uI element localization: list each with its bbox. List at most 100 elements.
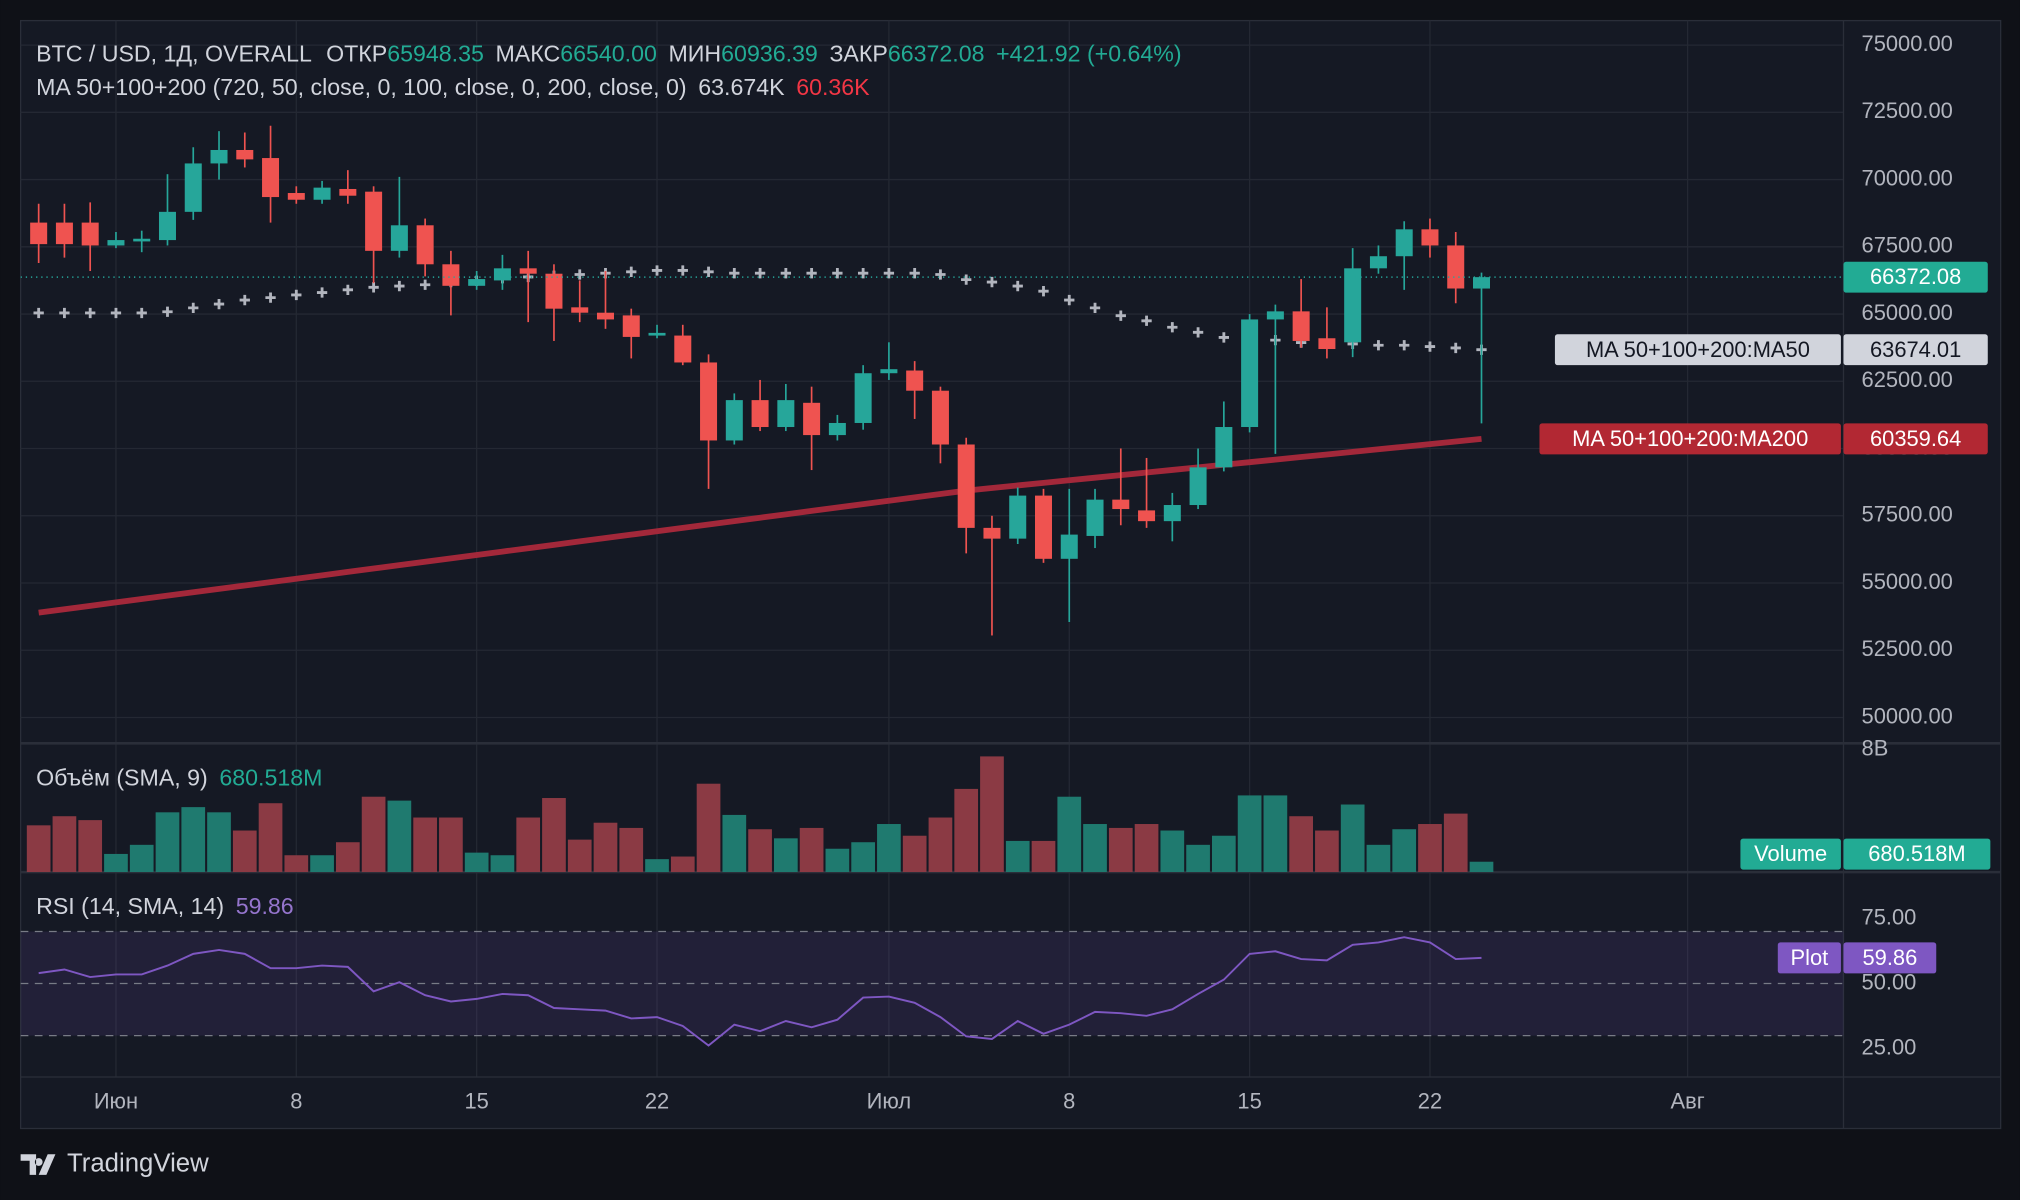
badge-value-box <box>1843 334 1988 366</box>
volume-bar <box>773 838 798 873</box>
volume-bar <box>361 796 386 873</box>
badge-label: Plot <box>1790 945 1828 970</box>
y-tick-label: 8B <box>1862 736 1889 761</box>
candle-body <box>596 312 614 320</box>
candle-body <box>931 390 949 445</box>
volume-bar <box>1315 830 1339 873</box>
candle-body <box>339 188 357 196</box>
candle-body <box>262 158 280 198</box>
indicator-title: MA 50+100+200 (720, 50, close, 0, 100, c… <box>36 74 687 100</box>
y-tick-label: 75.00 <box>1862 904 1917 929</box>
candle-body <box>1421 229 1439 246</box>
candle-body <box>1472 277 1490 289</box>
candle-body <box>545 273 563 309</box>
volume-bar <box>1108 827 1133 873</box>
volume-bar <box>670 856 695 873</box>
ohlc-value: 66372.08 <box>888 41 985 67</box>
candle-body <box>1395 229 1413 257</box>
volume-bar <box>104 853 128 873</box>
volume-bar <box>799 827 824 873</box>
ma-marker <box>1399 340 1410 351</box>
volume-bar <box>1186 844 1210 873</box>
symbol-title: BTC / USD, 1Д, OVERALL <box>36 41 312 67</box>
volume-bar <box>1418 824 1442 873</box>
ma-marker <box>961 274 972 285</box>
ma-marker <box>291 289 302 301</box>
ma-line <box>38 435 1482 616</box>
candle-body <box>493 268 511 281</box>
candle-body <box>906 370 924 391</box>
y-tick-label: 55000.00 <box>1862 569 1953 594</box>
rsi-line <box>38 936 1482 1047</box>
candle-body <box>1292 311 1310 341</box>
x-tick-label: 8 <box>1063 1089 1075 1114</box>
volume-bar <box>78 820 103 873</box>
candle-body <box>1163 505 1181 522</box>
candle-body <box>390 225 408 251</box>
badge-value: 680.518M <box>1868 841 1965 866</box>
badge-value-box <box>1843 942 1937 974</box>
y-tick-label: 65000.00 <box>1862 300 1953 325</box>
badge-value: 60359.64 <box>1870 426 1961 451</box>
rsi-panel <box>20 930 1844 1047</box>
volume-bar <box>1211 835 1236 873</box>
candle-body <box>880 369 898 374</box>
legend-line: BTC / USD, 1Д, OVERALL ОТКР65948.35 МАКС… <box>36 41 1182 67</box>
candle-body <box>854 373 872 423</box>
volume-bar <box>1134 824 1159 873</box>
candle-body <box>957 444 975 528</box>
volume-bar <box>1392 829 1417 873</box>
ma-marker <box>651 265 663 276</box>
badge-label: Volume <box>1754 841 1827 866</box>
volume-bar <box>516 817 541 873</box>
volume-bar <box>1340 804 1365 873</box>
ohlc-value: 65948.35 <box>387 41 484 67</box>
volume-bar <box>207 812 231 873</box>
ma-marker <box>85 307 96 319</box>
y-tick-label: 70000.00 <box>1862 165 1953 190</box>
ma-marker <box>239 294 250 306</box>
candle-body <box>1112 499 1130 510</box>
volume-bar <box>593 822 618 873</box>
candle-body <box>1034 495 1052 559</box>
candle-body <box>158 211 176 241</box>
volume-bar <box>1469 861 1494 873</box>
candle-body <box>983 527 1001 539</box>
ma-marker <box>1141 315 1152 326</box>
ohlc-label: ЗАКР <box>829 41 887 67</box>
ma-marker <box>394 280 405 292</box>
candle-body <box>1215 427 1233 468</box>
candle-body <box>30 222 48 245</box>
candle-body <box>287 193 305 200</box>
badge-value-box <box>1843 261 1988 293</box>
ma-marker <box>806 268 817 279</box>
ma-marker <box>265 292 276 303</box>
ma-marker <box>59 307 70 319</box>
candle-body <box>236 149 254 160</box>
indicator-line: MA 50+100+200 (720, 50, close, 0, 100, c… <box>36 74 870 100</box>
candle-body <box>1369 256 1387 269</box>
ma-marker <box>1373 340 1384 351</box>
volume-bar <box>155 812 180 873</box>
ma-marker <box>1064 294 1075 306</box>
volume-bar <box>26 825 51 873</box>
ma-marker <box>419 279 431 290</box>
axes: Июн 8 15 22 Июл 8 15 22 Авг 50000.00 52500.00 55000… <box>94 31 1991 1114</box>
candle-body <box>803 402 821 436</box>
candle-body <box>674 335 692 363</box>
badge-label-box <box>1777 942 1841 974</box>
ma-marker <box>1115 310 1126 321</box>
volume-bar <box>619 827 644 873</box>
volume-bar <box>1237 795 1262 873</box>
y-tick-label: 75000.00 <box>1862 31 1953 56</box>
candle-body <box>1009 495 1027 539</box>
grid <box>20 20 1844 1077</box>
ohlc-label: МИН <box>668 41 721 67</box>
x-tick-label: Июн <box>94 1089 138 1114</box>
volume-bar <box>1443 813 1468 873</box>
y-tick-label: 25.00 <box>1862 1034 1917 1059</box>
y-tick-label: 67500.00 <box>1862 233 1953 258</box>
price-panel <box>20 125 1844 636</box>
ma-marker <box>626 266 637 277</box>
candle-body <box>210 149 228 164</box>
